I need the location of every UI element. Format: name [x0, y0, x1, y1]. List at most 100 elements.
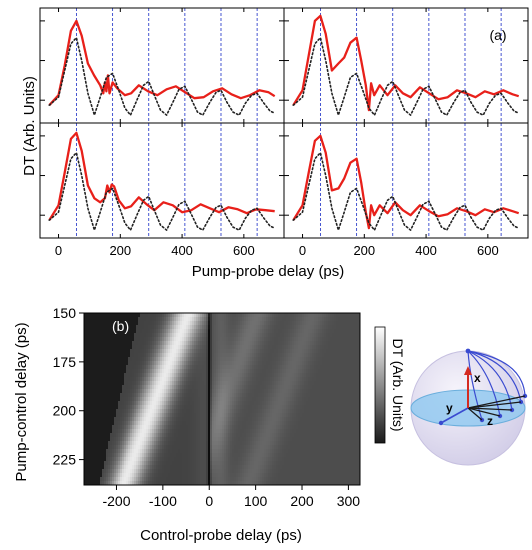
heatmap-cell — [180, 397, 183, 402]
heatmap-cell — [212, 361, 215, 366]
heatmap-cell — [94, 369, 97, 374]
heatmap-cell — [138, 345, 141, 350]
heatmap-cell — [176, 413, 179, 418]
heatmap-cell — [260, 445, 263, 450]
heatmap-cell — [102, 329, 105, 334]
heatmap-cell — [234, 385, 237, 390]
heatmap-cell — [156, 333, 159, 338]
heatmap-cell — [142, 353, 145, 358]
heatmap-cell — [134, 401, 137, 406]
heatmap-cell — [164, 425, 167, 430]
heatmap-cell — [126, 445, 129, 450]
heatmap-cell — [94, 413, 97, 418]
heatmap-cell — [314, 357, 317, 362]
heatmap-cell — [140, 357, 143, 362]
heatmap-cell — [288, 353, 291, 358]
heatmap-cell — [184, 405, 187, 410]
heatmap-cell — [278, 365, 281, 370]
heatmap-cell — [350, 341, 353, 346]
heatmap-cell — [272, 349, 275, 354]
heatmap-cell — [206, 437, 209, 442]
heatmap-cell — [336, 357, 339, 362]
heatmap-cell — [210, 369, 213, 374]
heatmap-cell — [246, 373, 249, 378]
heatmap-cell — [262, 429, 265, 434]
heatmap-cell — [196, 333, 199, 338]
heatmap-cell — [274, 325, 277, 330]
heatmap-cell — [244, 425, 247, 430]
heatmap-cell — [156, 341, 159, 346]
heatmap-cell — [318, 417, 321, 422]
heatmap-cell — [264, 389, 267, 394]
heatmap-cell — [356, 369, 359, 374]
heatmap-cell — [176, 453, 179, 458]
heatmap-cell — [194, 385, 197, 390]
heatmap-cell — [306, 337, 309, 342]
heatmap-cell — [270, 337, 273, 342]
heatmap-cell — [152, 413, 155, 418]
heatmap-cell — [172, 413, 175, 418]
heatmap-cell — [286, 417, 289, 422]
heatmap-cell — [210, 417, 213, 422]
heatmap-cell — [356, 373, 359, 378]
heatmap-cell — [344, 377, 347, 382]
heatmap-cell — [232, 381, 235, 386]
heatmap-cell — [146, 393, 149, 398]
heatmap-cell — [186, 405, 189, 410]
heatmap-cell — [358, 325, 360, 330]
heatmap-cell — [136, 437, 139, 442]
heatmap-cell — [158, 317, 161, 322]
heatmap-cell — [336, 401, 339, 406]
heatmap-cell — [230, 377, 233, 382]
heatmap-cell — [274, 409, 277, 414]
heatmap-cell — [172, 441, 175, 446]
heatmap-cell — [238, 333, 241, 338]
heatmap-cell — [100, 429, 103, 434]
heatmap-cell — [294, 425, 297, 430]
heatmap-cell — [242, 405, 245, 410]
heatmap-cell — [156, 377, 159, 382]
heatmap-cell — [96, 385, 99, 390]
heatmap-cell — [294, 345, 297, 350]
heatmap-cell — [172, 349, 175, 354]
heatmap-cell — [286, 401, 289, 406]
heatmap-cell — [190, 349, 193, 354]
heatmap-cell — [346, 409, 349, 414]
heatmap-cell — [342, 385, 345, 390]
heatmap-cell — [278, 357, 281, 362]
heatmap-cell — [184, 393, 187, 398]
heatmap-cell — [102, 357, 105, 362]
heatmap-cell — [336, 405, 339, 410]
heatmap-cell — [208, 317, 211, 322]
heatmap-cell — [144, 437, 147, 442]
heatmap-cell — [130, 337, 133, 342]
heatmap-cell — [354, 445, 357, 450]
heatmap-cell — [236, 369, 239, 374]
heatmap-cell — [232, 337, 235, 342]
heatmap-cell — [328, 393, 331, 398]
heatmap-cell — [94, 401, 97, 406]
heatmap-cell — [164, 381, 167, 386]
heatmap-cell — [328, 437, 331, 442]
heatmap-cell — [206, 341, 209, 346]
heatmap-cell — [304, 413, 307, 418]
heatmap-cell — [232, 449, 235, 454]
heatmap-cell — [348, 317, 351, 322]
heatmap-cell — [236, 417, 239, 422]
heatmap-cell — [86, 429, 89, 434]
heatmap-cell — [170, 357, 173, 362]
heatmap-cell — [204, 317, 207, 322]
heatmap-cell — [156, 389, 159, 394]
heatmap-cell — [280, 409, 283, 414]
heatmap-cell — [152, 429, 155, 434]
heatmap-cell — [138, 397, 141, 402]
heatmap-cell — [278, 425, 281, 430]
heatmap-cell — [228, 417, 231, 422]
heatmap-cell — [198, 381, 201, 386]
heatmap-cell — [172, 389, 175, 394]
heatmap-cell — [100, 405, 103, 410]
heatmap-cell — [246, 405, 249, 410]
heatmap-cell — [248, 393, 251, 398]
heatmap-cell — [234, 321, 237, 326]
heatmap-cell — [330, 405, 333, 410]
